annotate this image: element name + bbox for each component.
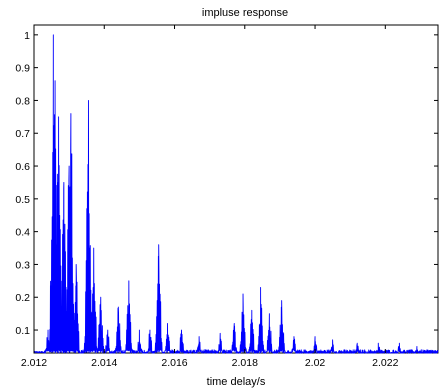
y-tick-label: 0.2 xyxy=(15,292,30,304)
x-tick-label: 2.012 xyxy=(21,357,47,369)
x-axis: 2.012 2.014 2.016 2.018 2.02 2.022 xyxy=(21,25,399,369)
y-tick-label: 0.6 xyxy=(15,161,30,173)
y-axis: 0.1 0.2 0.3 0.4 0.5 0.6 0.7 0.8 0.9 1 xyxy=(15,30,438,337)
x-tick-label: 2.02 xyxy=(305,357,326,369)
y-tick-label: 0.9 xyxy=(15,63,30,75)
y-tick-label: 0.7 xyxy=(15,128,30,140)
plot-area xyxy=(33,24,439,354)
chart-title: impluse response xyxy=(202,7,288,19)
x-tick-label: 2.018 xyxy=(232,357,258,369)
plot-content xyxy=(33,34,439,354)
x-tick-label: 2.016 xyxy=(161,357,187,369)
y-tick-label: 0.4 xyxy=(15,227,30,239)
y-tick-label: 0.8 xyxy=(15,95,30,107)
y-tick-label: 0.3 xyxy=(15,259,30,271)
y-tick-label: 0.1 xyxy=(15,325,30,337)
x-tick-label: 2.022 xyxy=(372,357,398,369)
impulse-response-line xyxy=(33,34,439,354)
x-tick-label: 2.014 xyxy=(91,357,117,369)
y-tick-label: 0.5 xyxy=(15,194,30,206)
x-axis-label: time delay/s xyxy=(207,376,266,388)
y-tick-label: 1 xyxy=(24,30,30,42)
